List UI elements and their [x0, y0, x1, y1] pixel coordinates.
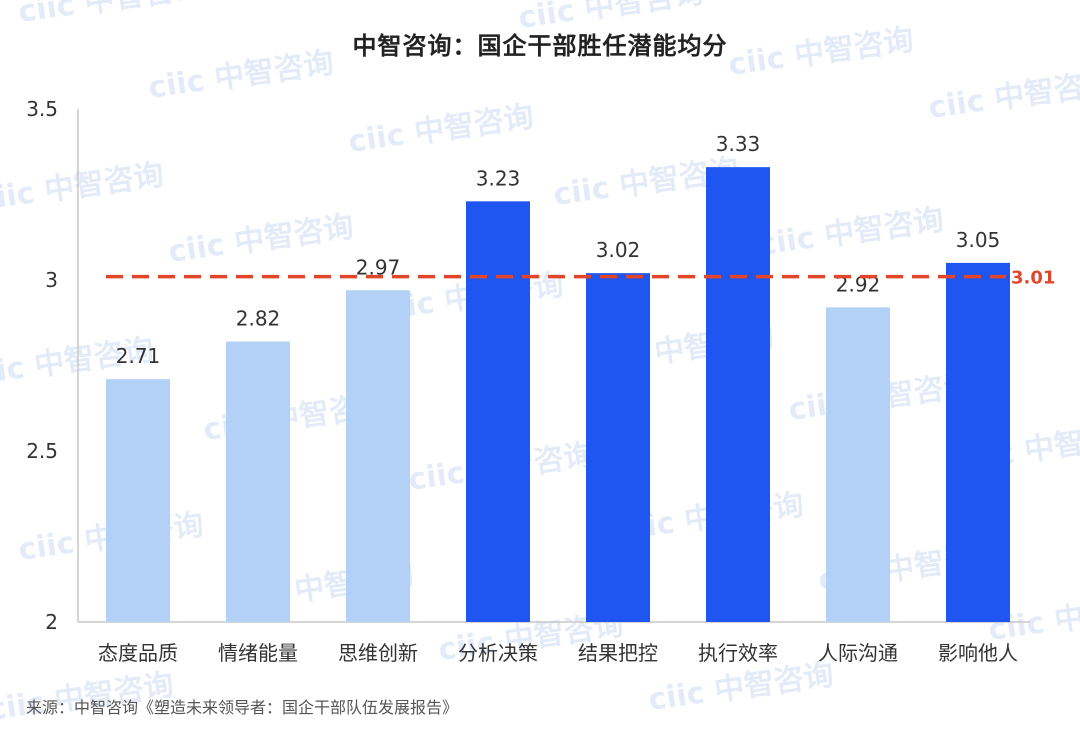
bar-8 [946, 262, 1010, 622]
chart-title: 中智咨询：国企干部胜任潜能均分 [352, 32, 728, 60]
bar-4 [466, 201, 530, 622]
x-tick-label: 影响他人 [938, 641, 1018, 665]
bar-5 [586, 273, 650, 622]
x-tick-label: 情绪能量 [218, 641, 298, 665]
x-tick-label: 执行效率 [698, 641, 778, 665]
y-tick-label: 2 [45, 610, 58, 634]
data-label: 3.23 [476, 166, 521, 190]
x-tick-label: 结果把控 [578, 641, 658, 665]
bar-2 [226, 341, 290, 622]
x-tick-label: 人际沟通 [818, 641, 898, 665]
data-label: 3.33 [716, 132, 761, 156]
y-tick-label: 3.5 [26, 97, 58, 121]
bar-6 [706, 167, 770, 622]
data-label: 3.02 [596, 238, 641, 262]
x-tick-label: 态度品质 [98, 641, 178, 665]
x-tick-label: 思维创新 [338, 641, 418, 665]
average-reference-label: 3.01 [1011, 268, 1055, 289]
bar-7 [826, 307, 890, 622]
bar-3 [346, 290, 410, 622]
data-label: 2.71 [116, 344, 161, 368]
source-note: 来源：中智咨询《塑造未来领导者：国企干部队伍发展报告》 [26, 698, 459, 717]
x-tick-label: 分析决策 [458, 641, 538, 665]
data-label: 3.05 [956, 228, 1001, 252]
data-label: 2.82 [236, 307, 281, 331]
y-tick-label: 3 [45, 268, 58, 292]
y-tick-label: 2.5 [26, 439, 58, 463]
bar-1 [106, 379, 170, 622]
